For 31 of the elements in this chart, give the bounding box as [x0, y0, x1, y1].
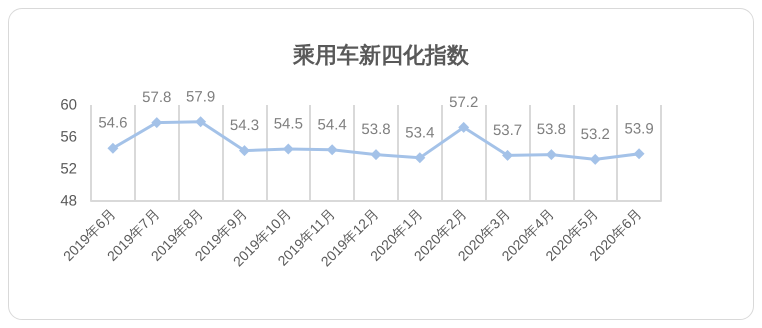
data-label: 54.4 [318, 116, 347, 134]
point [370, 149, 382, 160]
data-label: 53.7 [492, 122, 522, 139]
point [326, 144, 338, 156]
point [151, 117, 162, 128]
point [634, 148, 645, 160]
point [238, 145, 250, 156]
point [590, 154, 601, 165]
y-tick-label: 56 [60, 128, 77, 146]
data-label: 54.5 [274, 116, 303, 132]
chart-title: 乘用车新四化指数 [292, 42, 470, 68]
point [107, 142, 118, 154]
y-tick-label: 52 [60, 160, 77, 178]
point [414, 152, 426, 164]
y-tick-label: 48 [60, 192, 77, 210]
point [195, 116, 206, 128]
data-label: 53.8 [361, 121, 391, 138]
y-tick-label: 60 [60, 96, 77, 114]
point [546, 149, 557, 160]
point [282, 144, 294, 154]
data-label: 57.8 [142, 89, 172, 106]
data-label: 53.8 [536, 121, 566, 138]
data-label: 53.9 [624, 120, 654, 138]
data-label: 57.9 [186, 88, 216, 106]
data-label: 54.3 [230, 117, 260, 134]
point [458, 122, 470, 133]
data-label: 53.2 [580, 126, 610, 143]
data-label: 53.4 [405, 124, 434, 142]
point [502, 150, 514, 161]
data-label: 57.2 [449, 94, 478, 111]
data-label: 54.6 [98, 114, 128, 132]
